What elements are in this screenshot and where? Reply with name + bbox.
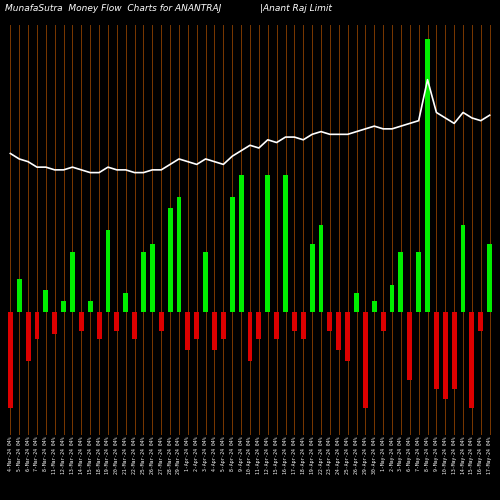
Bar <box>34 312 40 340</box>
Text: |Anant Raj Limit: |Anant Raj Limit <box>260 4 332 13</box>
Bar <box>354 293 359 312</box>
Bar <box>470 312 474 408</box>
Bar <box>168 208 172 312</box>
Bar <box>221 312 226 340</box>
Bar <box>79 312 84 331</box>
Bar <box>310 244 314 312</box>
Bar <box>124 293 128 312</box>
Bar <box>44 290 49 312</box>
Bar <box>434 312 439 388</box>
Bar <box>452 312 456 388</box>
Bar <box>345 312 350 361</box>
Bar <box>203 252 208 312</box>
Text: MunafaSutra  Money Flow  Charts for ANANTRAJ: MunafaSutra Money Flow Charts for ANANTR… <box>5 4 221 13</box>
Bar <box>478 312 483 331</box>
Bar <box>150 244 155 312</box>
Bar <box>372 301 376 312</box>
Bar <box>487 244 492 312</box>
Bar <box>176 197 182 312</box>
Bar <box>380 312 386 331</box>
Bar <box>398 252 404 312</box>
Bar <box>256 312 262 340</box>
Bar <box>141 252 146 312</box>
Bar <box>114 312 119 331</box>
Bar <box>425 38 430 312</box>
Bar <box>132 312 137 340</box>
Bar <box>70 252 75 312</box>
Bar <box>52 312 57 334</box>
Bar <box>159 312 164 331</box>
Bar <box>248 312 252 361</box>
Bar <box>96 312 102 340</box>
Bar <box>186 312 190 350</box>
Bar <box>318 224 324 312</box>
Bar <box>292 312 297 331</box>
Bar <box>106 230 110 312</box>
Bar <box>408 312 412 380</box>
Bar <box>61 301 66 312</box>
Bar <box>266 176 270 312</box>
Bar <box>230 197 234 312</box>
Bar <box>17 279 21 312</box>
Bar <box>88 301 92 312</box>
Bar <box>212 312 217 350</box>
Bar <box>8 312 13 408</box>
Bar <box>283 176 288 312</box>
Bar <box>416 252 421 312</box>
Bar <box>301 312 306 340</box>
Bar <box>460 224 466 312</box>
Bar <box>238 176 244 312</box>
Bar <box>390 284 394 312</box>
Bar <box>336 312 341 350</box>
Bar <box>443 312 448 400</box>
Bar <box>274 312 279 340</box>
Bar <box>26 312 30 361</box>
Bar <box>194 312 199 340</box>
Bar <box>363 312 368 408</box>
Bar <box>328 312 332 331</box>
